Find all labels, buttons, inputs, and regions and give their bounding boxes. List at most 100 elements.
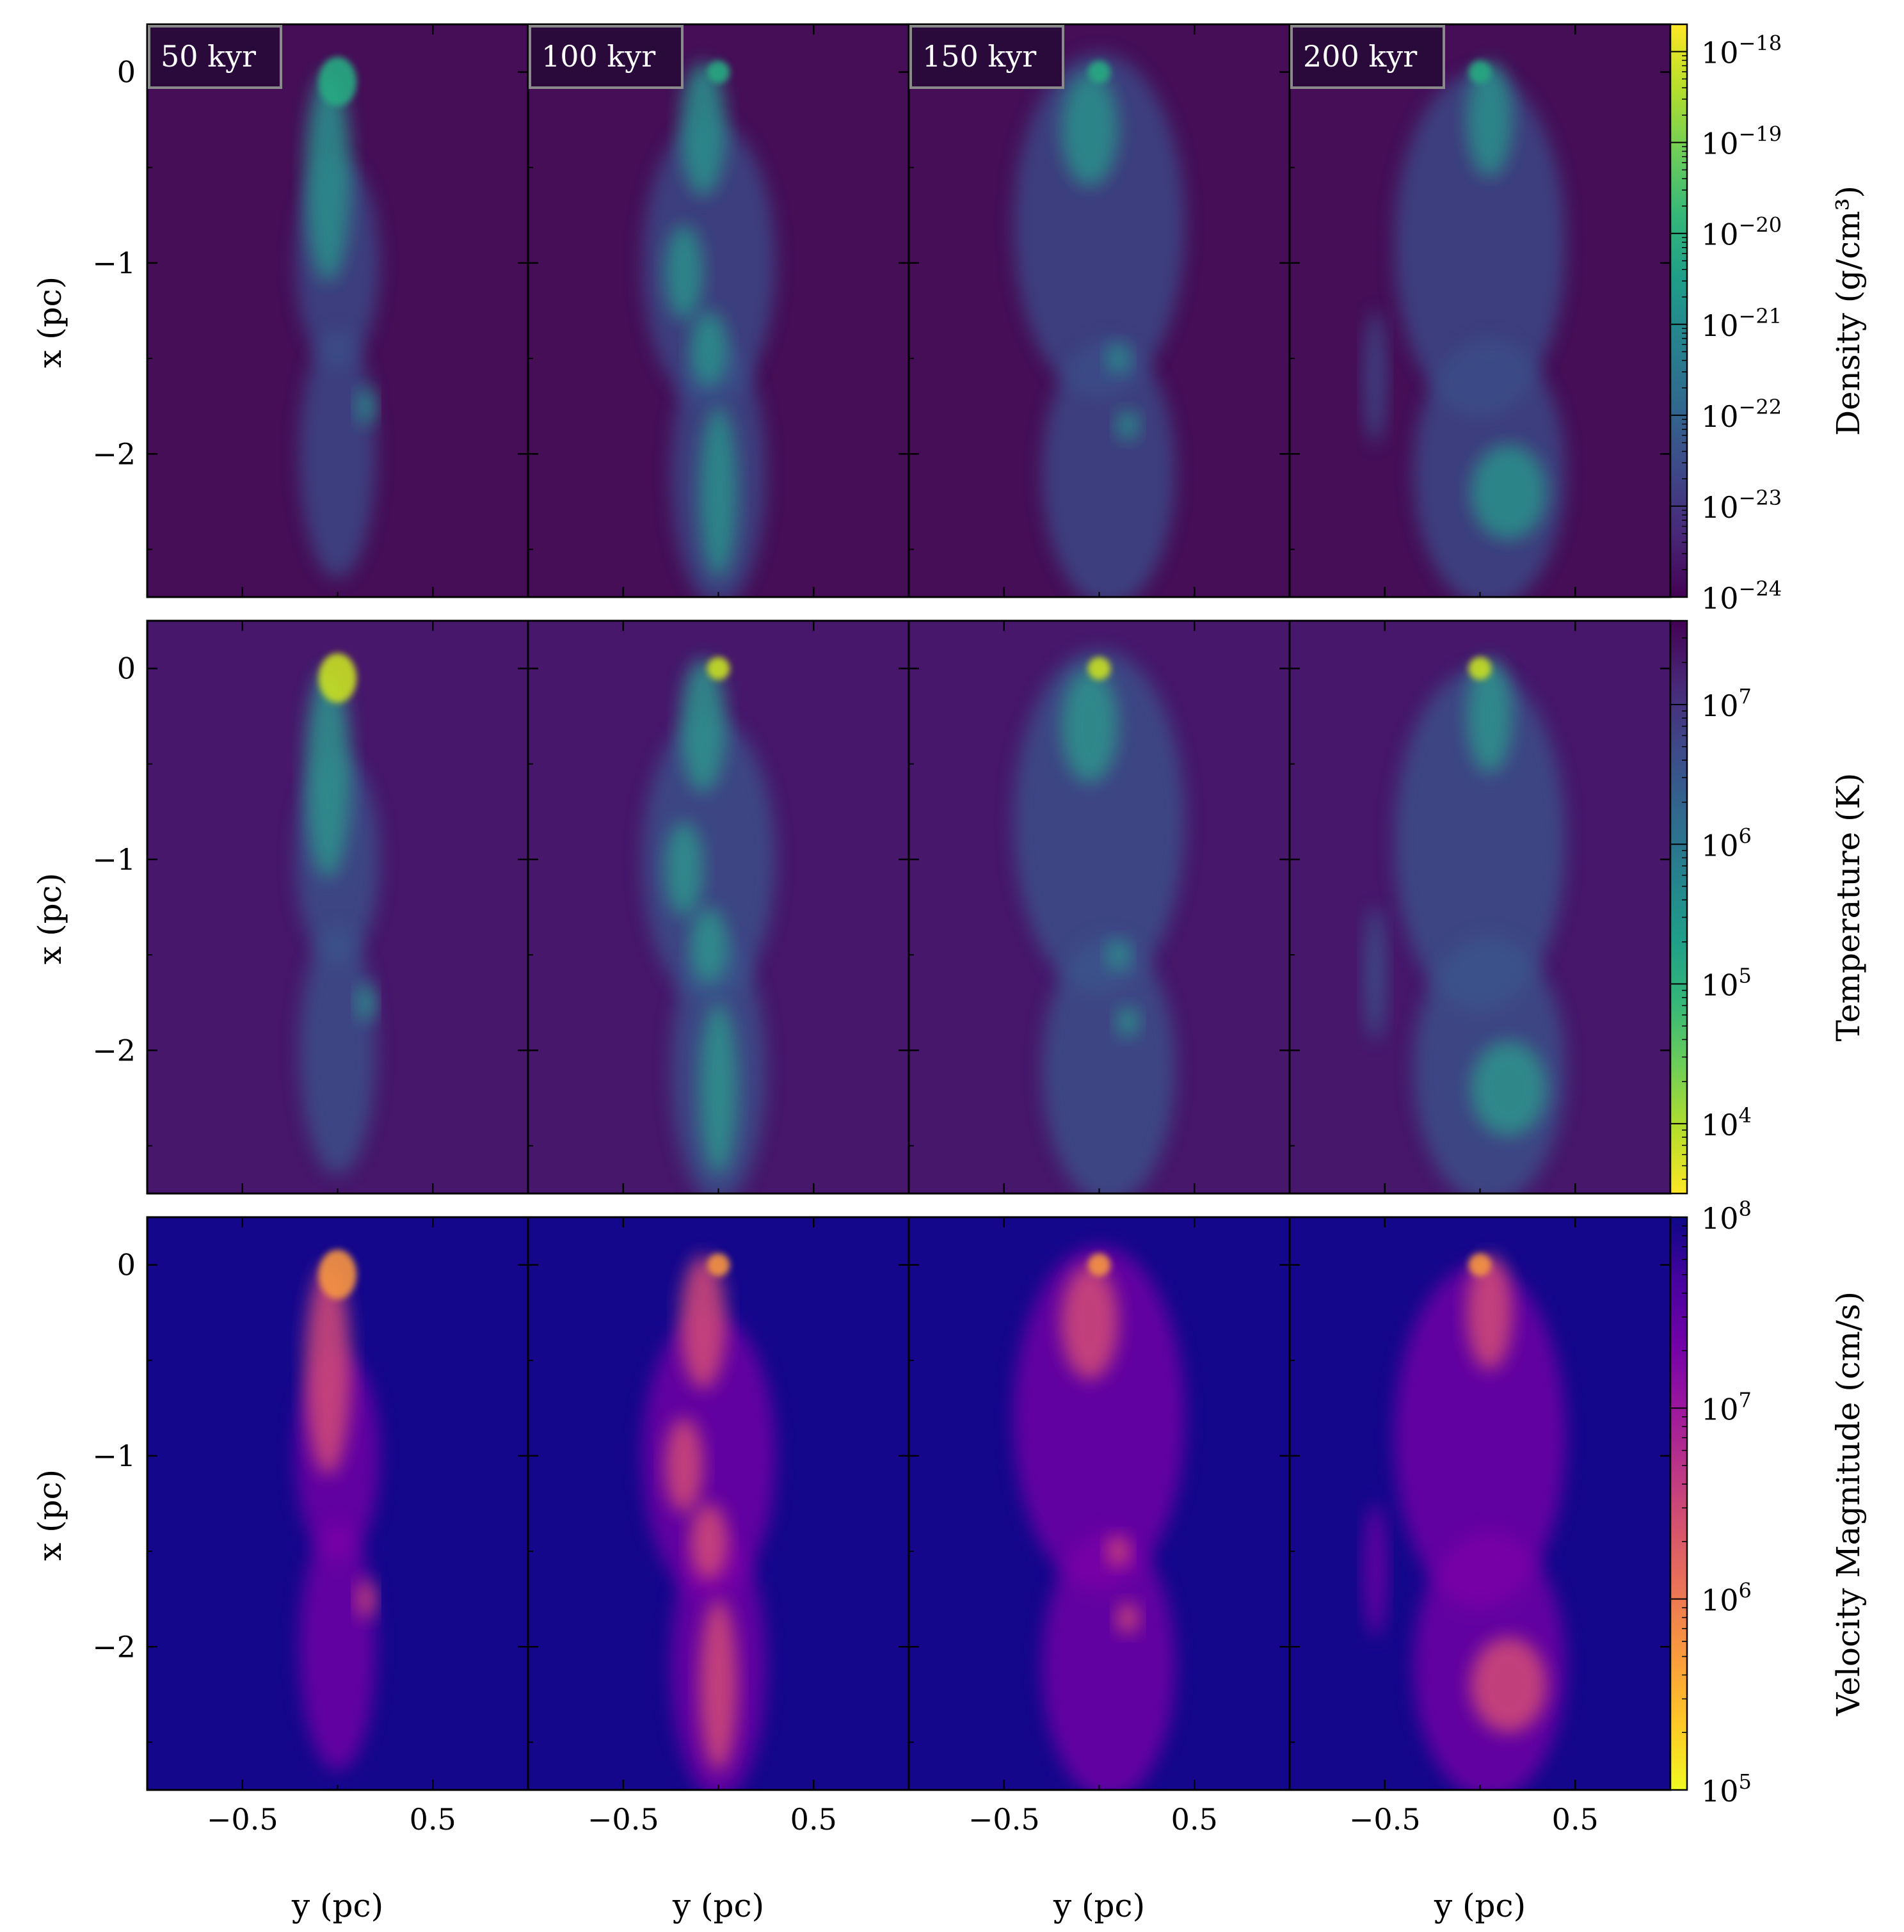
plume-blob bbox=[699, 1599, 738, 1771]
x-tick-label: −0.5 bbox=[1349, 1802, 1421, 1837]
y-tick-label: 0 bbox=[117, 1248, 136, 1282]
plume-blob bbox=[1468, 657, 1492, 680]
colorbar-velocity: 105 106 107 108 Velocity Magnitude (cm/s) bbox=[1669, 1197, 1867, 1808]
plume-blob bbox=[707, 1253, 730, 1277]
plume-blob bbox=[300, 330, 376, 579]
plume-blob bbox=[707, 60, 730, 84]
panel-grid: 0 −1 −2 50 kyr 100 kyr 150 kyr 200 kyr 0 −1 −2 0 −1… bbox=[92, 23, 1672, 1837]
y-axis-label: x (pc) bbox=[31, 1469, 68, 1561]
x-tick-label: −0.5 bbox=[588, 1802, 659, 1837]
time-label-box bbox=[148, 25, 282, 89]
plume-blob bbox=[356, 387, 376, 426]
plume-blob bbox=[1364, 310, 1387, 445]
x-tick-label: 0.5 bbox=[1171, 1802, 1218, 1837]
plume-blob bbox=[1364, 907, 1387, 1041]
panel-velocity-1: 0 −1 −2 −0.5 0.5 bbox=[92, 1216, 529, 1837]
time-label: 150 kyr bbox=[922, 39, 1036, 74]
y-tick-label: −1 bbox=[92, 1439, 136, 1473]
plume-blob bbox=[1013, 52, 1185, 397]
plume-blob bbox=[707, 657, 730, 680]
plume-field bbox=[1364, 1253, 1566, 1790]
plume-blob bbox=[1042, 339, 1176, 597]
plume-blob bbox=[1468, 1253, 1492, 1277]
colorbar-tick-label: 106 bbox=[1701, 824, 1752, 863]
plume-blob bbox=[1107, 343, 1130, 374]
x-tick-label: −0.5 bbox=[968, 1802, 1040, 1837]
time-label-box bbox=[529, 25, 684, 89]
plume-blob bbox=[680, 62, 726, 196]
colorbar-tick-label: 107 bbox=[1701, 684, 1752, 723]
y-axis-label: x (pc) bbox=[31, 873, 68, 964]
plume-blob bbox=[689, 310, 728, 387]
plume-blob bbox=[305, 72, 351, 282]
plume-blob bbox=[1116, 1602, 1139, 1634]
colorbar-tick-label: 10−23 bbox=[1701, 486, 1782, 525]
plume-blob bbox=[356, 983, 376, 1022]
plume-blob bbox=[305, 1265, 351, 1475]
x-tick-label: 0.5 bbox=[410, 1802, 456, 1837]
plume-blob bbox=[1087, 657, 1111, 680]
plume-blob bbox=[1466, 62, 1513, 177]
plume-blob bbox=[1061, 1265, 1119, 1380]
panel-velocity-4: −0.5 0.5 bbox=[1288, 1216, 1672, 1837]
time-label: 200 kyr bbox=[1303, 39, 1417, 74]
colorbar-tick-label: 104 bbox=[1701, 1103, 1752, 1142]
time-label-box bbox=[1290, 25, 1445, 89]
x-tick-label: 0.5 bbox=[790, 1802, 837, 1837]
x-axis-label: y (pc) bbox=[1434, 1887, 1526, 1924]
plume-blob bbox=[318, 1249, 357, 1300]
plume-blob bbox=[665, 821, 703, 917]
panel-velocity-2: −0.5 0.5 bbox=[527, 1216, 910, 1837]
plume-blob bbox=[642, 716, 776, 1003]
panel-velocity-3: −0.5 0.5 bbox=[908, 1216, 1291, 1837]
plume-blob bbox=[689, 1503, 728, 1580]
panel-temperature-2 bbox=[527, 619, 910, 1195]
y-tick-label: −2 bbox=[92, 436, 136, 471]
plume-field bbox=[1013, 1245, 1185, 1790]
plume-field bbox=[1013, 52, 1185, 597]
plume-blob bbox=[665, 1417, 703, 1513]
time-label: 50 kyr bbox=[161, 39, 256, 74]
plume-blob bbox=[699, 406, 738, 579]
panel-temperature-4 bbox=[1288, 619, 1672, 1195]
colorbar-tick-label: 107 bbox=[1701, 1387, 1752, 1426]
plume-blob bbox=[1107, 1536, 1130, 1567]
plume-blob bbox=[680, 659, 726, 793]
plume-blob bbox=[1107, 939, 1130, 970]
plume-blob bbox=[1042, 1532, 1176, 1790]
plume-blob bbox=[1364, 1503, 1387, 1638]
plume-blob bbox=[680, 1255, 726, 1389]
plume-blob bbox=[642, 120, 776, 406]
plume-blob bbox=[699, 1002, 738, 1175]
colorbar-label: Density (g/cm³) bbox=[1830, 186, 1867, 436]
colorbar-tick-label: 108 bbox=[1701, 1197, 1752, 1236]
plume-blob bbox=[1061, 72, 1119, 187]
plume-blob bbox=[1013, 649, 1185, 993]
plume-field bbox=[296, 1249, 380, 1771]
y-tick-label: −1 bbox=[92, 246, 136, 280]
colorbar-tick-label: 10−20 bbox=[1701, 213, 1782, 252]
panel-density-2: 100 kyr bbox=[527, 23, 910, 598]
panel-density-3: 150 kyr bbox=[908, 23, 1291, 598]
x-tick-label: −0.5 bbox=[207, 1802, 278, 1837]
colorbar-tick-label: 10−18 bbox=[1701, 31, 1782, 70]
panel-density-4: 200 kyr bbox=[1288, 23, 1672, 598]
plume-blob bbox=[1394, 1265, 1566, 1609]
plume-blob bbox=[1466, 1255, 1513, 1370]
colorbar-tick-label: 105 bbox=[1701, 1769, 1752, 1808]
colorbar-temperature: 104 105 106 107 Temperature (K) bbox=[1669, 619, 1867, 1195]
panel-density-1: 0 −1 −2 50 kyr bbox=[92, 23, 529, 598]
plume-blob bbox=[318, 56, 357, 107]
plume-blob bbox=[1087, 1253, 1111, 1277]
y-axis-label: x (pc) bbox=[31, 276, 68, 368]
plume-field bbox=[642, 60, 776, 597]
x-tick-label: 0.5 bbox=[1552, 1802, 1599, 1837]
time-label-box bbox=[909, 25, 1064, 89]
colorbar-density: 10−24 10−23 10−22 10−21 10−20 10−19 10−18 Densi… bbox=[1669, 23, 1867, 616]
colorbar-label: Temperature (K) bbox=[1830, 773, 1867, 1042]
colorbar-gradient bbox=[1669, 23, 1688, 598]
colorbar-label: Velocity Magnitude (cm/s) bbox=[1830, 1291, 1867, 1716]
colorbar-gradient bbox=[1669, 1216, 1688, 1791]
plume-blob bbox=[318, 653, 357, 703]
